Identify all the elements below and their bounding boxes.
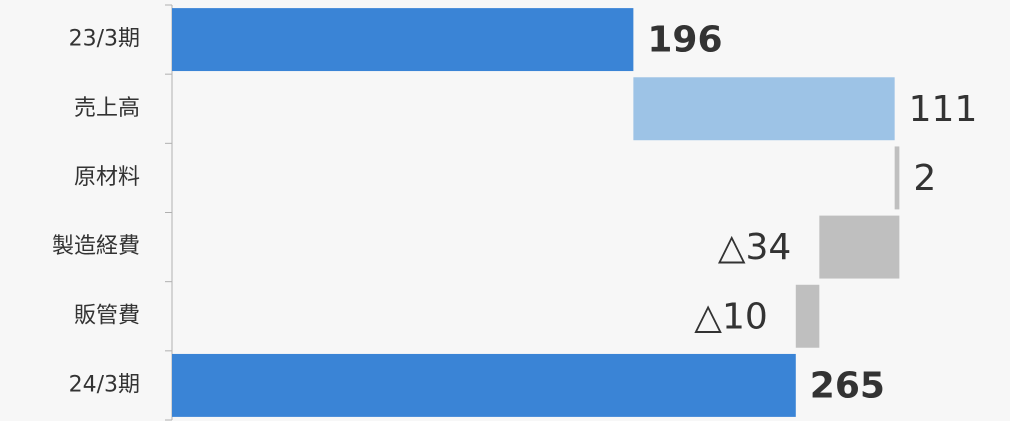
category-label: 売上高 — [74, 96, 140, 121]
category-label: 製造経費 — [52, 234, 140, 259]
category-label: 販管費 — [74, 303, 140, 328]
bar — [172, 8, 634, 72]
bar — [795, 284, 820, 348]
bar — [819, 215, 900, 279]
category-label: 原材料 — [74, 165, 140, 190]
value-label: 265 — [810, 365, 885, 406]
bar — [894, 146, 900, 210]
category-label: 23/3期 — [69, 27, 140, 52]
bar — [172, 353, 796, 417]
value-label: 2 — [913, 158, 936, 199]
value-label: △10 — [694, 296, 768, 337]
value-label: 196 — [647, 20, 722, 61]
category-label: 24/3期 — [69, 372, 140, 397]
value-label: 111 — [909, 89, 978, 130]
value-label: △34 — [718, 227, 792, 268]
bar — [633, 77, 895, 141]
